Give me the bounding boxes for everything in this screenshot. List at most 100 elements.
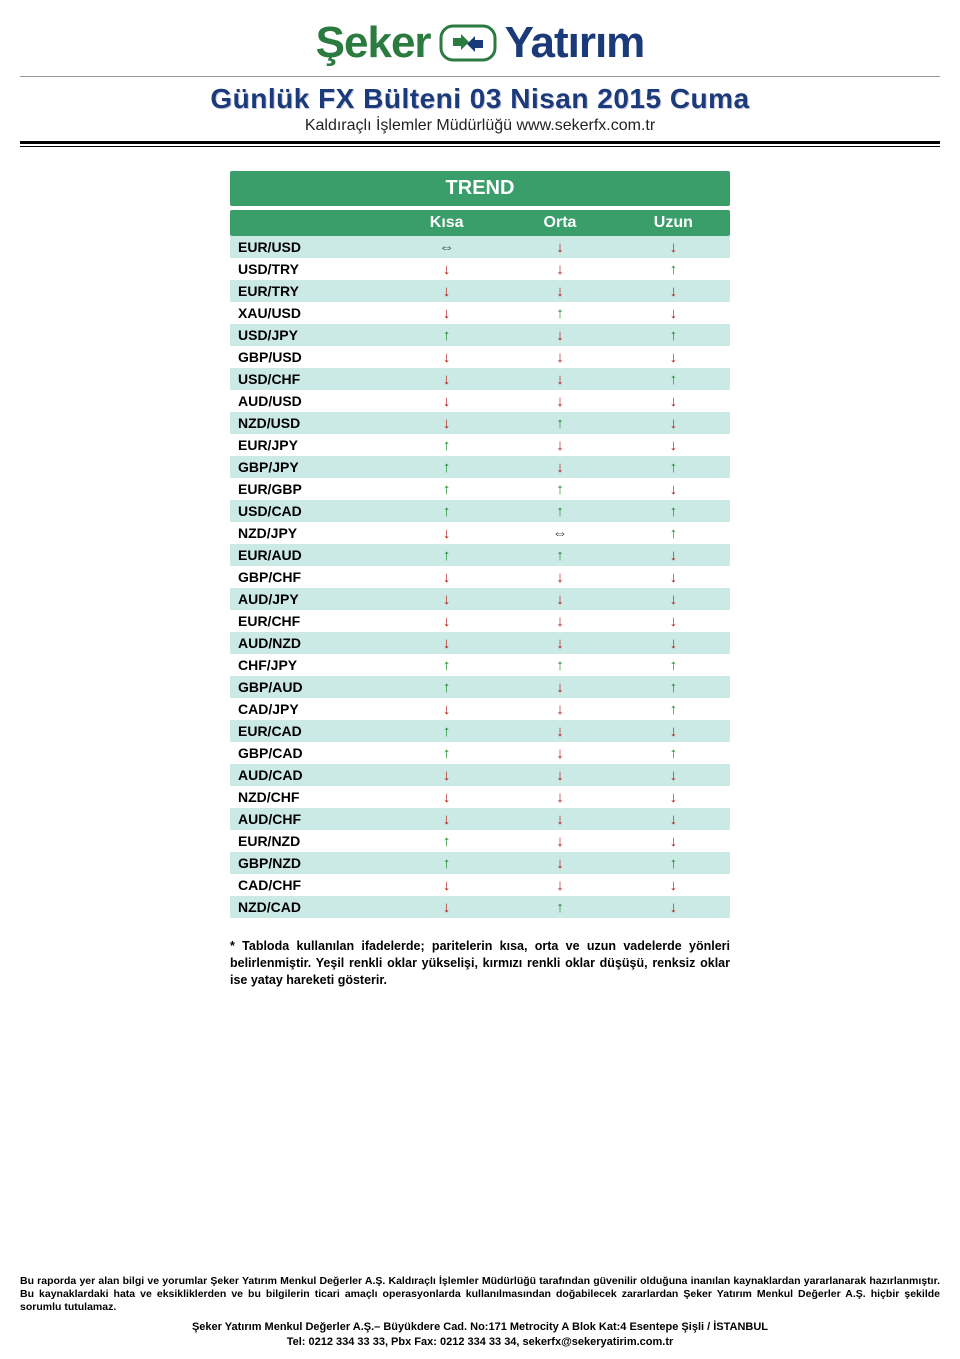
trend-table: TREND Kısa Orta Uzun EUR/USD⇔↓↓USD/TRY↓↓… (230, 171, 730, 918)
arrow-down-icon: ↓ (503, 328, 616, 343)
table-row: GBP/JPY↑↓↑ (230, 456, 730, 478)
arrow-up-icon: ↑ (617, 702, 730, 717)
arrow-up-icon: ↑ (617, 746, 730, 761)
pair-label: USD/JPY (230, 327, 390, 343)
arrow-up-icon: ↑ (390, 856, 503, 871)
table-row: EUR/TRY↓↓↓ (230, 280, 730, 302)
arrow-down-icon: ↓ (617, 284, 730, 299)
arrow-up-icon: ↑ (617, 262, 730, 277)
arrow-up-icon: ↑ (390, 834, 503, 849)
table-row: AUD/CHF↓↓↓ (230, 808, 730, 830)
table-row: CAD/JPY↓↓↑ (230, 698, 730, 720)
arrow-down-icon: ↓ (617, 570, 730, 585)
table-row: EUR/AUD↑↑↓ (230, 544, 730, 566)
table-row: GBP/USD↓↓↓ (230, 346, 730, 368)
arrow-up-icon: ↑ (503, 416, 616, 431)
arrow-down-icon: ↓ (503, 724, 616, 739)
table-row: AUD/CAD↓↓↓ (230, 764, 730, 786)
arrow-down-icon: ↓ (503, 636, 616, 651)
arrow-flat-icon: ⇔ (390, 240, 503, 255)
arrow-down-icon: ↓ (503, 614, 616, 629)
arrow-up-icon: ↑ (390, 746, 503, 761)
arrow-down-icon: ↓ (390, 812, 503, 827)
table-row: NZD/USD↓↑↓ (230, 412, 730, 434)
arrow-up-icon: ↑ (390, 724, 503, 739)
pair-label: AUD/USD (230, 393, 390, 409)
table-row: XAU/USD↓↑↓ (230, 302, 730, 324)
arrow-down-icon: ↓ (390, 284, 503, 299)
arrow-down-icon: ↓ (617, 900, 730, 915)
arrow-down-icon: ↓ (503, 680, 616, 695)
arrow-up-icon: ↑ (390, 504, 503, 519)
table-row: AUD/NZD↓↓↓ (230, 632, 730, 654)
pair-label: GBP/CHF (230, 569, 390, 585)
pair-label: EUR/AUD (230, 547, 390, 563)
pair-label: GBP/NZD (230, 855, 390, 871)
pair-label: EUR/CHF (230, 613, 390, 629)
arrow-flat-icon: ⇔ (503, 526, 616, 541)
table-row: CAD/CHF↓↓↓ (230, 874, 730, 896)
pair-label: CAD/JPY (230, 701, 390, 717)
arrow-down-icon: ↓ (617, 812, 730, 827)
arrow-down-icon: ↓ (617, 878, 730, 893)
arrow-down-icon: ↓ (617, 592, 730, 607)
arrow-down-icon: ↓ (503, 570, 616, 585)
pair-label: EUR/GBP (230, 481, 390, 497)
company-address: Şeker Yatırım Menkul Değerler A.Ş.– Büyü… (20, 1320, 940, 1334)
arrow-up-icon: ↑ (617, 328, 730, 343)
table-row: AUD/USD↓↓↓ (230, 390, 730, 412)
col-uzun: Uzun (617, 210, 730, 236)
arrow-down-icon: ↓ (503, 438, 616, 453)
pair-label: EUR/CAD (230, 723, 390, 739)
table-row: AUD/JPY↓↓↓ (230, 588, 730, 610)
logo-left-text: Şeker (316, 18, 431, 68)
pair-label: NZD/CHF (230, 789, 390, 805)
arrow-down-icon: ↓ (617, 790, 730, 805)
arrow-down-icon: ↓ (617, 834, 730, 849)
table-footnote: * Tabloda kullanılan ifadelerde; paritel… (230, 938, 730, 989)
table-row: EUR/GBP↑↑↓ (230, 478, 730, 500)
arrow-down-icon: ↓ (390, 790, 503, 805)
arrow-down-icon: ↓ (503, 702, 616, 717)
col-orta: Orta (503, 210, 616, 236)
arrow-up-icon: ↑ (390, 460, 503, 475)
arrow-up-icon: ↑ (390, 658, 503, 673)
arrow-down-icon: ↓ (503, 768, 616, 783)
arrow-up-icon: ↑ (503, 900, 616, 915)
arrow-up-icon: ↑ (617, 504, 730, 519)
footer: Bu raporda yer alan bilgi ve yorumlar Şe… (20, 1275, 940, 1349)
arrow-up-icon: ↑ (390, 482, 503, 497)
arrow-up-icon: ↑ (503, 306, 616, 321)
arrow-down-icon: ↓ (503, 790, 616, 805)
trend-header: TREND (230, 171, 730, 206)
table-row: USD/CHF↓↓↑ (230, 368, 730, 390)
arrow-up-icon: ↑ (617, 460, 730, 475)
pair-label: XAU/USD (230, 305, 390, 321)
table-row: GBP/AUD↑↓↑ (230, 676, 730, 698)
table-row: CHF/JPY↑↑↑ (230, 654, 730, 676)
arrow-down-icon: ↓ (617, 636, 730, 651)
arrow-up-icon: ↑ (503, 658, 616, 673)
disclaimer-text: Bu raporda yer alan bilgi ve yorumlar Şe… (20, 1275, 940, 1314)
arrow-down-icon: ↓ (617, 768, 730, 783)
table-row: EUR/CAD↑↓↓ (230, 720, 730, 742)
arrow-up-icon: ↑ (617, 526, 730, 541)
arrow-down-icon: ↓ (503, 592, 616, 607)
arrow-down-icon: ↓ (390, 350, 503, 365)
arrow-down-icon: ↓ (503, 350, 616, 365)
arrow-down-icon: ↓ (617, 394, 730, 409)
arrow-down-icon: ↓ (503, 460, 616, 475)
arrow-down-icon: ↓ (503, 394, 616, 409)
arrow-up-icon: ↑ (617, 658, 730, 673)
col-blank (230, 210, 390, 236)
table-row: NZD/JPY↓⇔↑ (230, 522, 730, 544)
pair-label: NZD/JPY (230, 525, 390, 541)
table-row: USD/CAD↑↑↑ (230, 500, 730, 522)
arrow-down-icon: ↓ (503, 240, 616, 255)
table-row: EUR/JPY↑↓↓ (230, 434, 730, 456)
table-row: GBP/CAD↑↓↑ (230, 742, 730, 764)
arrow-down-icon: ↓ (617, 724, 730, 739)
pair-label: AUD/CHF (230, 811, 390, 827)
pair-label: GBP/AUD (230, 679, 390, 695)
arrow-down-icon: ↓ (390, 900, 503, 915)
